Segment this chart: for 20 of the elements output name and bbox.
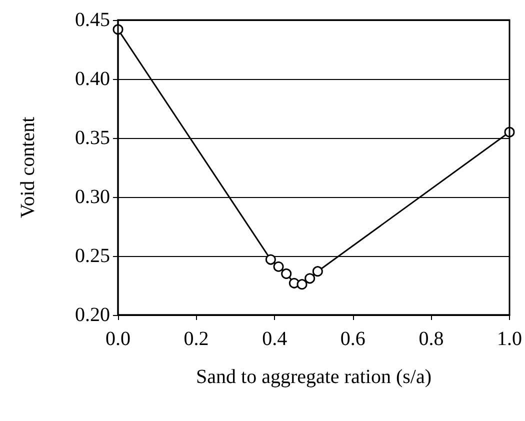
- x-axis-title: Sand to aggregate ration (s/a): [196, 366, 432, 388]
- y-tick-label: 0.20: [75, 304, 110, 326]
- x-tick-label: 0.0: [106, 328, 130, 350]
- y-tick-label: 0.40: [75, 68, 110, 90]
- x-tick-label: 0.8: [418, 328, 444, 350]
- x-tick-label: 0.4: [262, 328, 288, 350]
- x-tick-label: 0.6: [340, 328, 366, 350]
- point: [281, 268, 292, 279]
- x-tick-label: 1.0: [497, 328, 522, 350]
- point: [265, 254, 276, 265]
- y-tick-label: 0.35: [75, 127, 110, 149]
- point: [312, 266, 323, 277]
- y-tick-label: 0.45: [75, 9, 110, 31]
- y-tick-label: 0.25: [75, 245, 110, 267]
- point: [273, 261, 284, 272]
- point: [304, 273, 316, 284]
- x-tick-label: 0.2: [184, 328, 209, 350]
- y-axis-title: Void content: [17, 116, 39, 218]
- point: [296, 279, 308, 290]
- y-tick-label: 0.30: [75, 186, 110, 208]
